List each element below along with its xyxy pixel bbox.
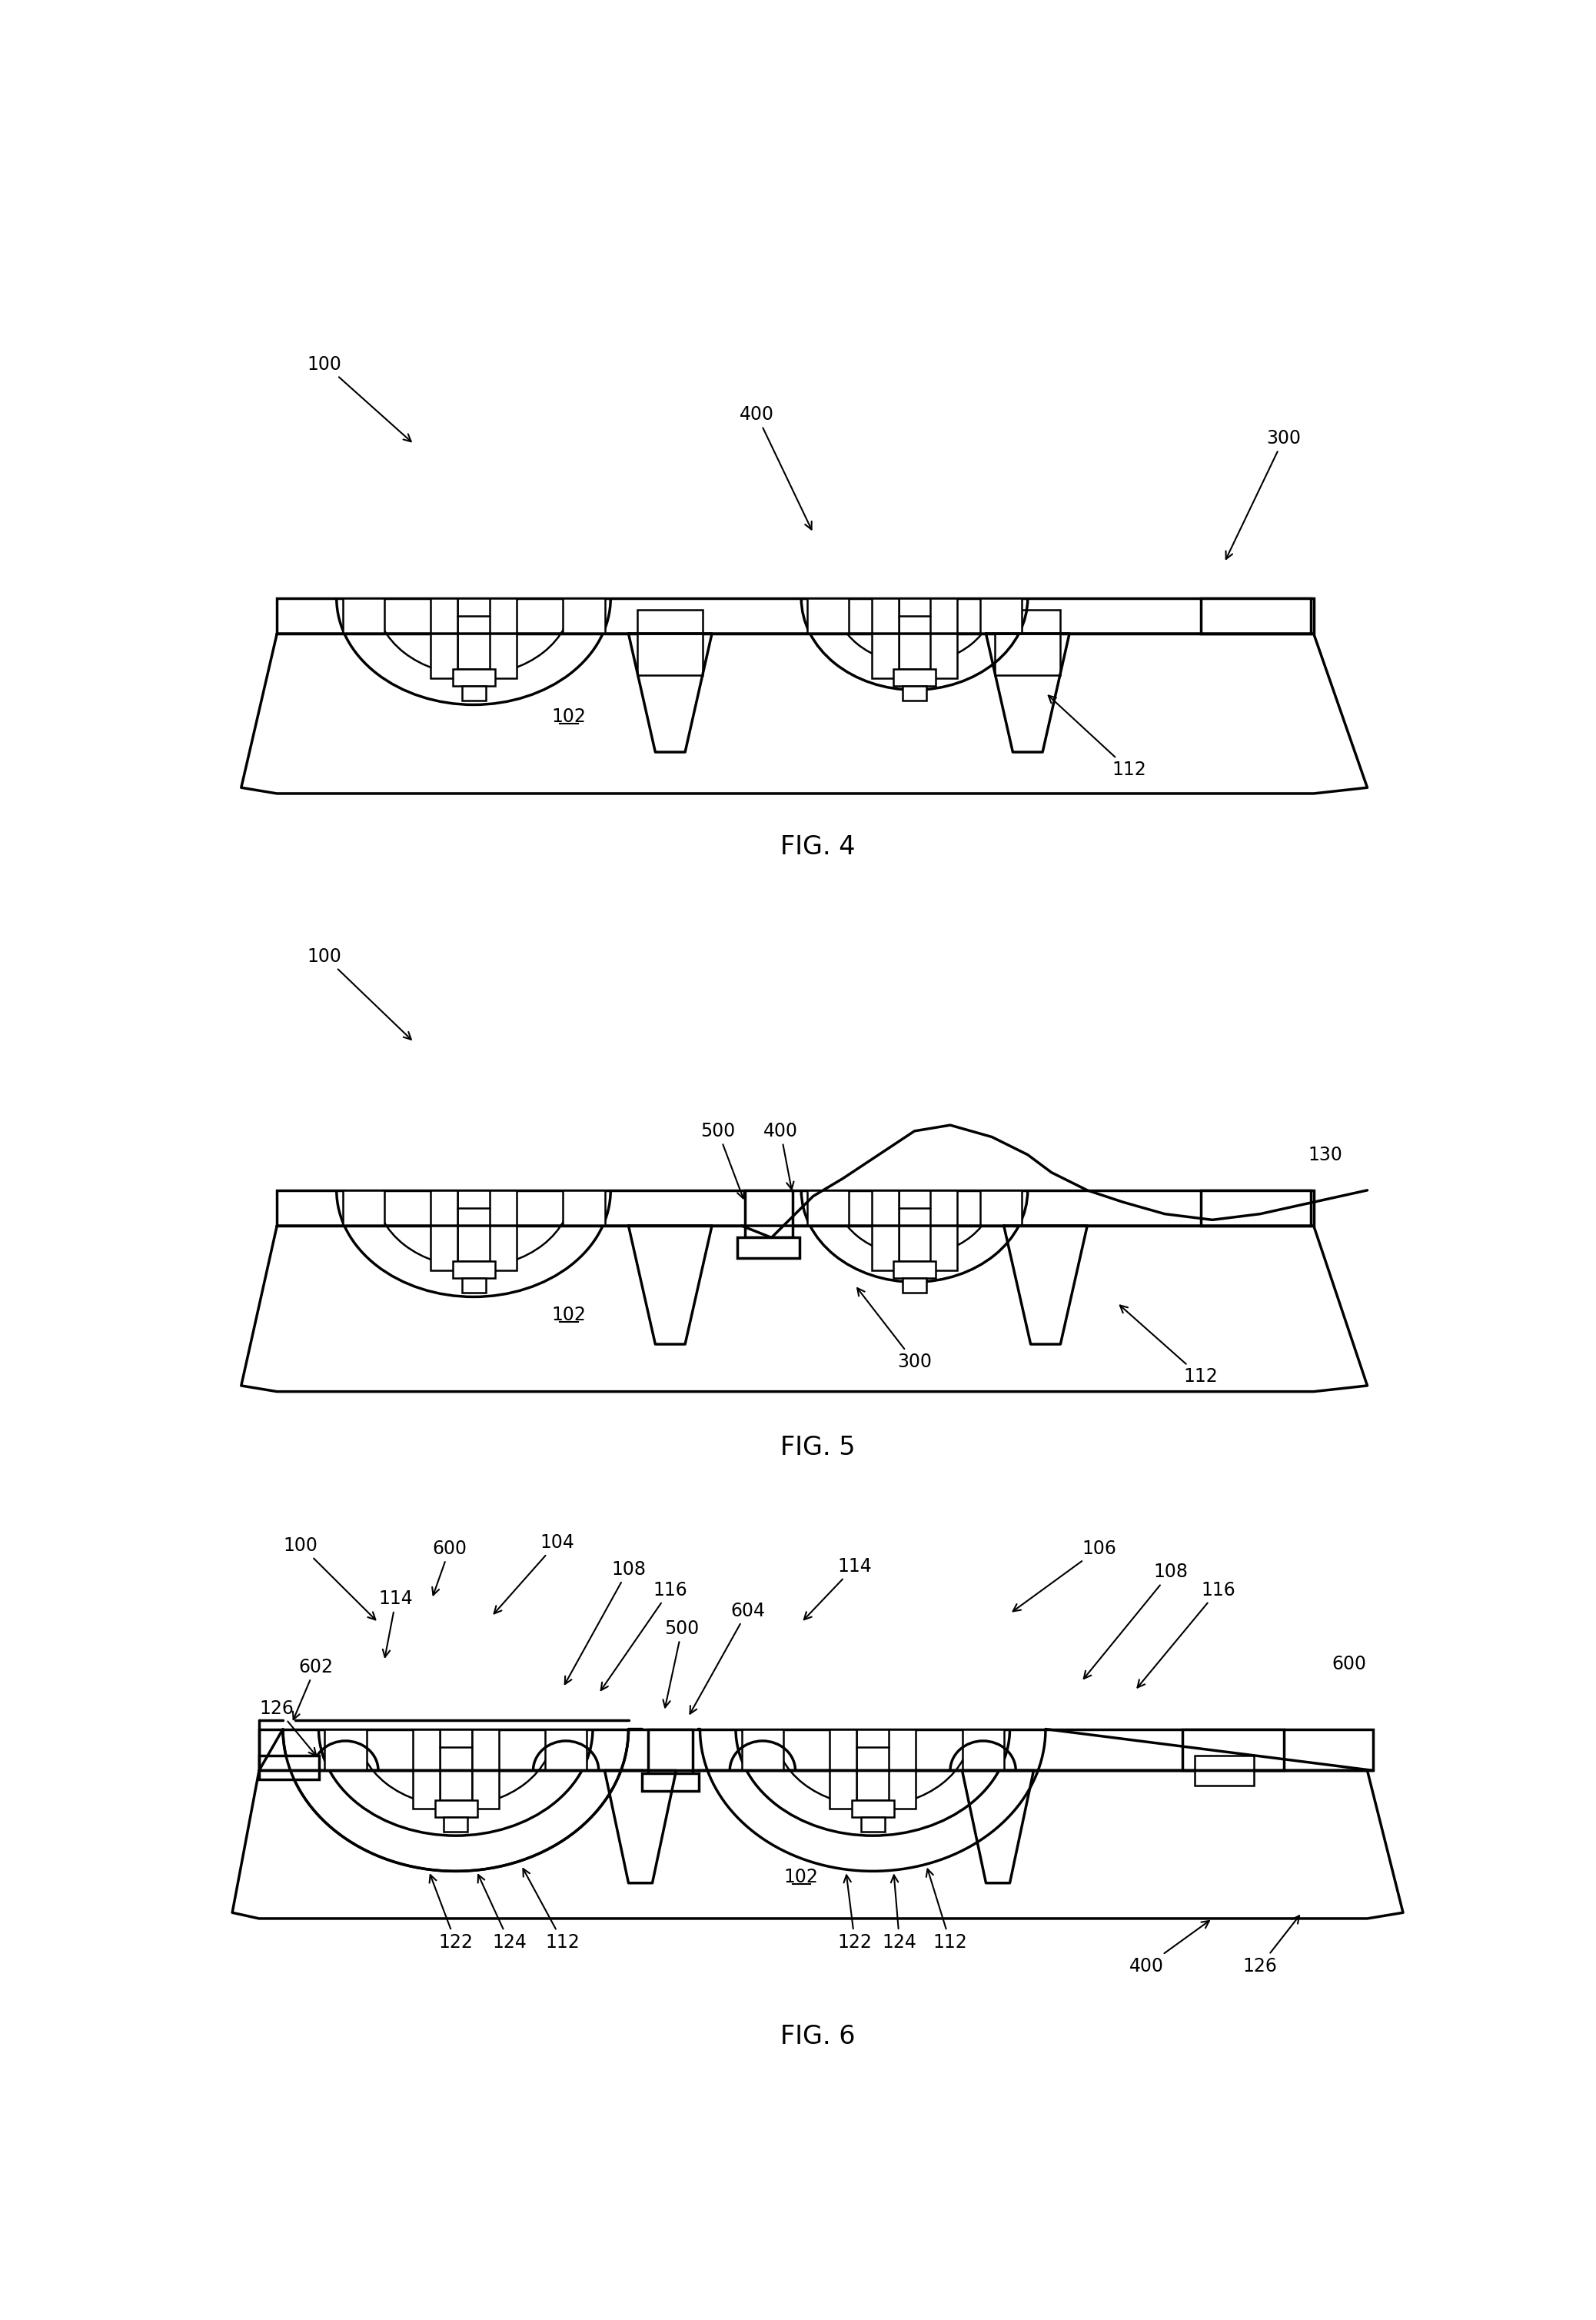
Bar bbox=[546, 1728, 587, 1770]
Bar bbox=[472, 1728, 498, 1810]
Bar bbox=[461, 687, 485, 701]
Bar bbox=[930, 599, 958, 677]
Text: 112: 112 bbox=[1120, 1306, 1218, 1385]
Text: 122: 122 bbox=[838, 1875, 871, 1951]
Text: 116: 116 bbox=[1138, 1580, 1235, 1687]
Text: 112: 112 bbox=[523, 1868, 579, 1951]
Bar bbox=[259, 1756, 319, 1779]
Bar bbox=[871, 1190, 899, 1269]
Bar bbox=[453, 1262, 495, 1278]
Bar bbox=[324, 1728, 367, 1770]
Bar bbox=[980, 599, 1021, 633]
Bar bbox=[899, 599, 930, 668]
Text: 604: 604 bbox=[689, 1601, 764, 1714]
Text: 122: 122 bbox=[429, 1875, 472, 1951]
Text: FIG. 6: FIG. 6 bbox=[780, 2025, 855, 2049]
Bar bbox=[490, 599, 517, 677]
Bar bbox=[1200, 1190, 1310, 1225]
Bar bbox=[343, 1190, 385, 1225]
Text: 500: 500 bbox=[701, 1123, 744, 1199]
Bar bbox=[871, 599, 899, 677]
Text: 112: 112 bbox=[926, 1870, 967, 1951]
Bar bbox=[980, 1190, 1021, 1225]
Text: 112: 112 bbox=[1049, 696, 1146, 780]
Text: 124: 124 bbox=[883, 1875, 916, 1951]
Bar bbox=[1194, 1756, 1254, 1786]
Bar bbox=[1200, 599, 1310, 633]
Bar bbox=[563, 1190, 605, 1225]
Bar bbox=[1183, 1728, 1283, 1770]
Text: 400: 400 bbox=[763, 1123, 798, 1190]
Bar bbox=[894, 668, 935, 687]
Text: 100: 100 bbox=[284, 1536, 375, 1619]
Text: 400: 400 bbox=[1130, 1921, 1210, 1974]
Bar bbox=[431, 599, 458, 677]
Text: FIG. 5: FIG. 5 bbox=[780, 1436, 855, 1462]
Text: 104: 104 bbox=[495, 1534, 575, 1615]
Text: 106: 106 bbox=[1013, 1538, 1117, 1612]
Bar bbox=[458, 599, 490, 668]
Bar bbox=[563, 599, 605, 633]
Bar bbox=[431, 1190, 458, 1269]
Bar bbox=[413, 1728, 439, 1810]
Bar bbox=[860, 1817, 884, 1830]
Text: FIG. 4: FIG. 4 bbox=[780, 835, 855, 858]
Text: 600: 600 bbox=[1333, 1654, 1366, 1673]
Text: 102: 102 bbox=[552, 708, 586, 726]
Bar bbox=[642, 1772, 699, 1791]
Bar bbox=[259, 1728, 1373, 1770]
Text: 400: 400 bbox=[739, 406, 812, 529]
Bar bbox=[894, 1262, 935, 1278]
Bar bbox=[458, 1190, 490, 1262]
Bar bbox=[490, 1190, 517, 1269]
Bar bbox=[439, 1728, 472, 1800]
Bar bbox=[889, 1728, 916, 1810]
Text: 300: 300 bbox=[1226, 429, 1301, 559]
Text: 600: 600 bbox=[433, 1538, 468, 1596]
Bar bbox=[857, 1728, 889, 1800]
Text: 108: 108 bbox=[1084, 1564, 1187, 1680]
Bar bbox=[962, 1728, 1004, 1770]
Text: 100: 100 bbox=[308, 355, 412, 441]
Text: 500: 500 bbox=[662, 1619, 699, 1708]
Text: 300: 300 bbox=[857, 1288, 932, 1371]
Bar bbox=[808, 1190, 849, 1225]
Text: 114: 114 bbox=[804, 1557, 871, 1619]
Text: 108: 108 bbox=[565, 1559, 646, 1684]
Bar bbox=[994, 610, 1060, 675]
Bar bbox=[461, 1278, 485, 1292]
Bar bbox=[745, 1190, 792, 1237]
Bar bbox=[903, 687, 926, 701]
Bar bbox=[444, 1817, 468, 1830]
Bar bbox=[648, 1728, 693, 1772]
Bar bbox=[637, 610, 702, 675]
Bar bbox=[899, 1190, 930, 1262]
Bar bbox=[808, 599, 849, 633]
Text: 602: 602 bbox=[294, 1659, 334, 1719]
Bar bbox=[930, 1190, 958, 1269]
Text: 126: 126 bbox=[260, 1698, 316, 1756]
Bar bbox=[343, 599, 385, 633]
Text: 100: 100 bbox=[308, 947, 412, 1039]
Bar bbox=[830, 1728, 857, 1810]
Bar bbox=[852, 1800, 894, 1817]
Bar bbox=[278, 1190, 1314, 1225]
Bar bbox=[742, 1728, 784, 1770]
Bar bbox=[278, 599, 1314, 633]
Text: 114: 114 bbox=[378, 1589, 413, 1656]
Text: 116: 116 bbox=[602, 1580, 688, 1691]
Bar bbox=[453, 668, 495, 687]
Text: 102: 102 bbox=[552, 1306, 586, 1325]
Text: 102: 102 bbox=[784, 1868, 819, 1886]
Text: 126: 126 bbox=[1243, 1916, 1299, 1974]
Bar bbox=[737, 1237, 800, 1257]
Text: 130: 130 bbox=[1309, 1146, 1342, 1165]
Bar bbox=[434, 1800, 477, 1817]
Text: 124: 124 bbox=[477, 1875, 527, 1951]
Bar bbox=[903, 1278, 926, 1292]
